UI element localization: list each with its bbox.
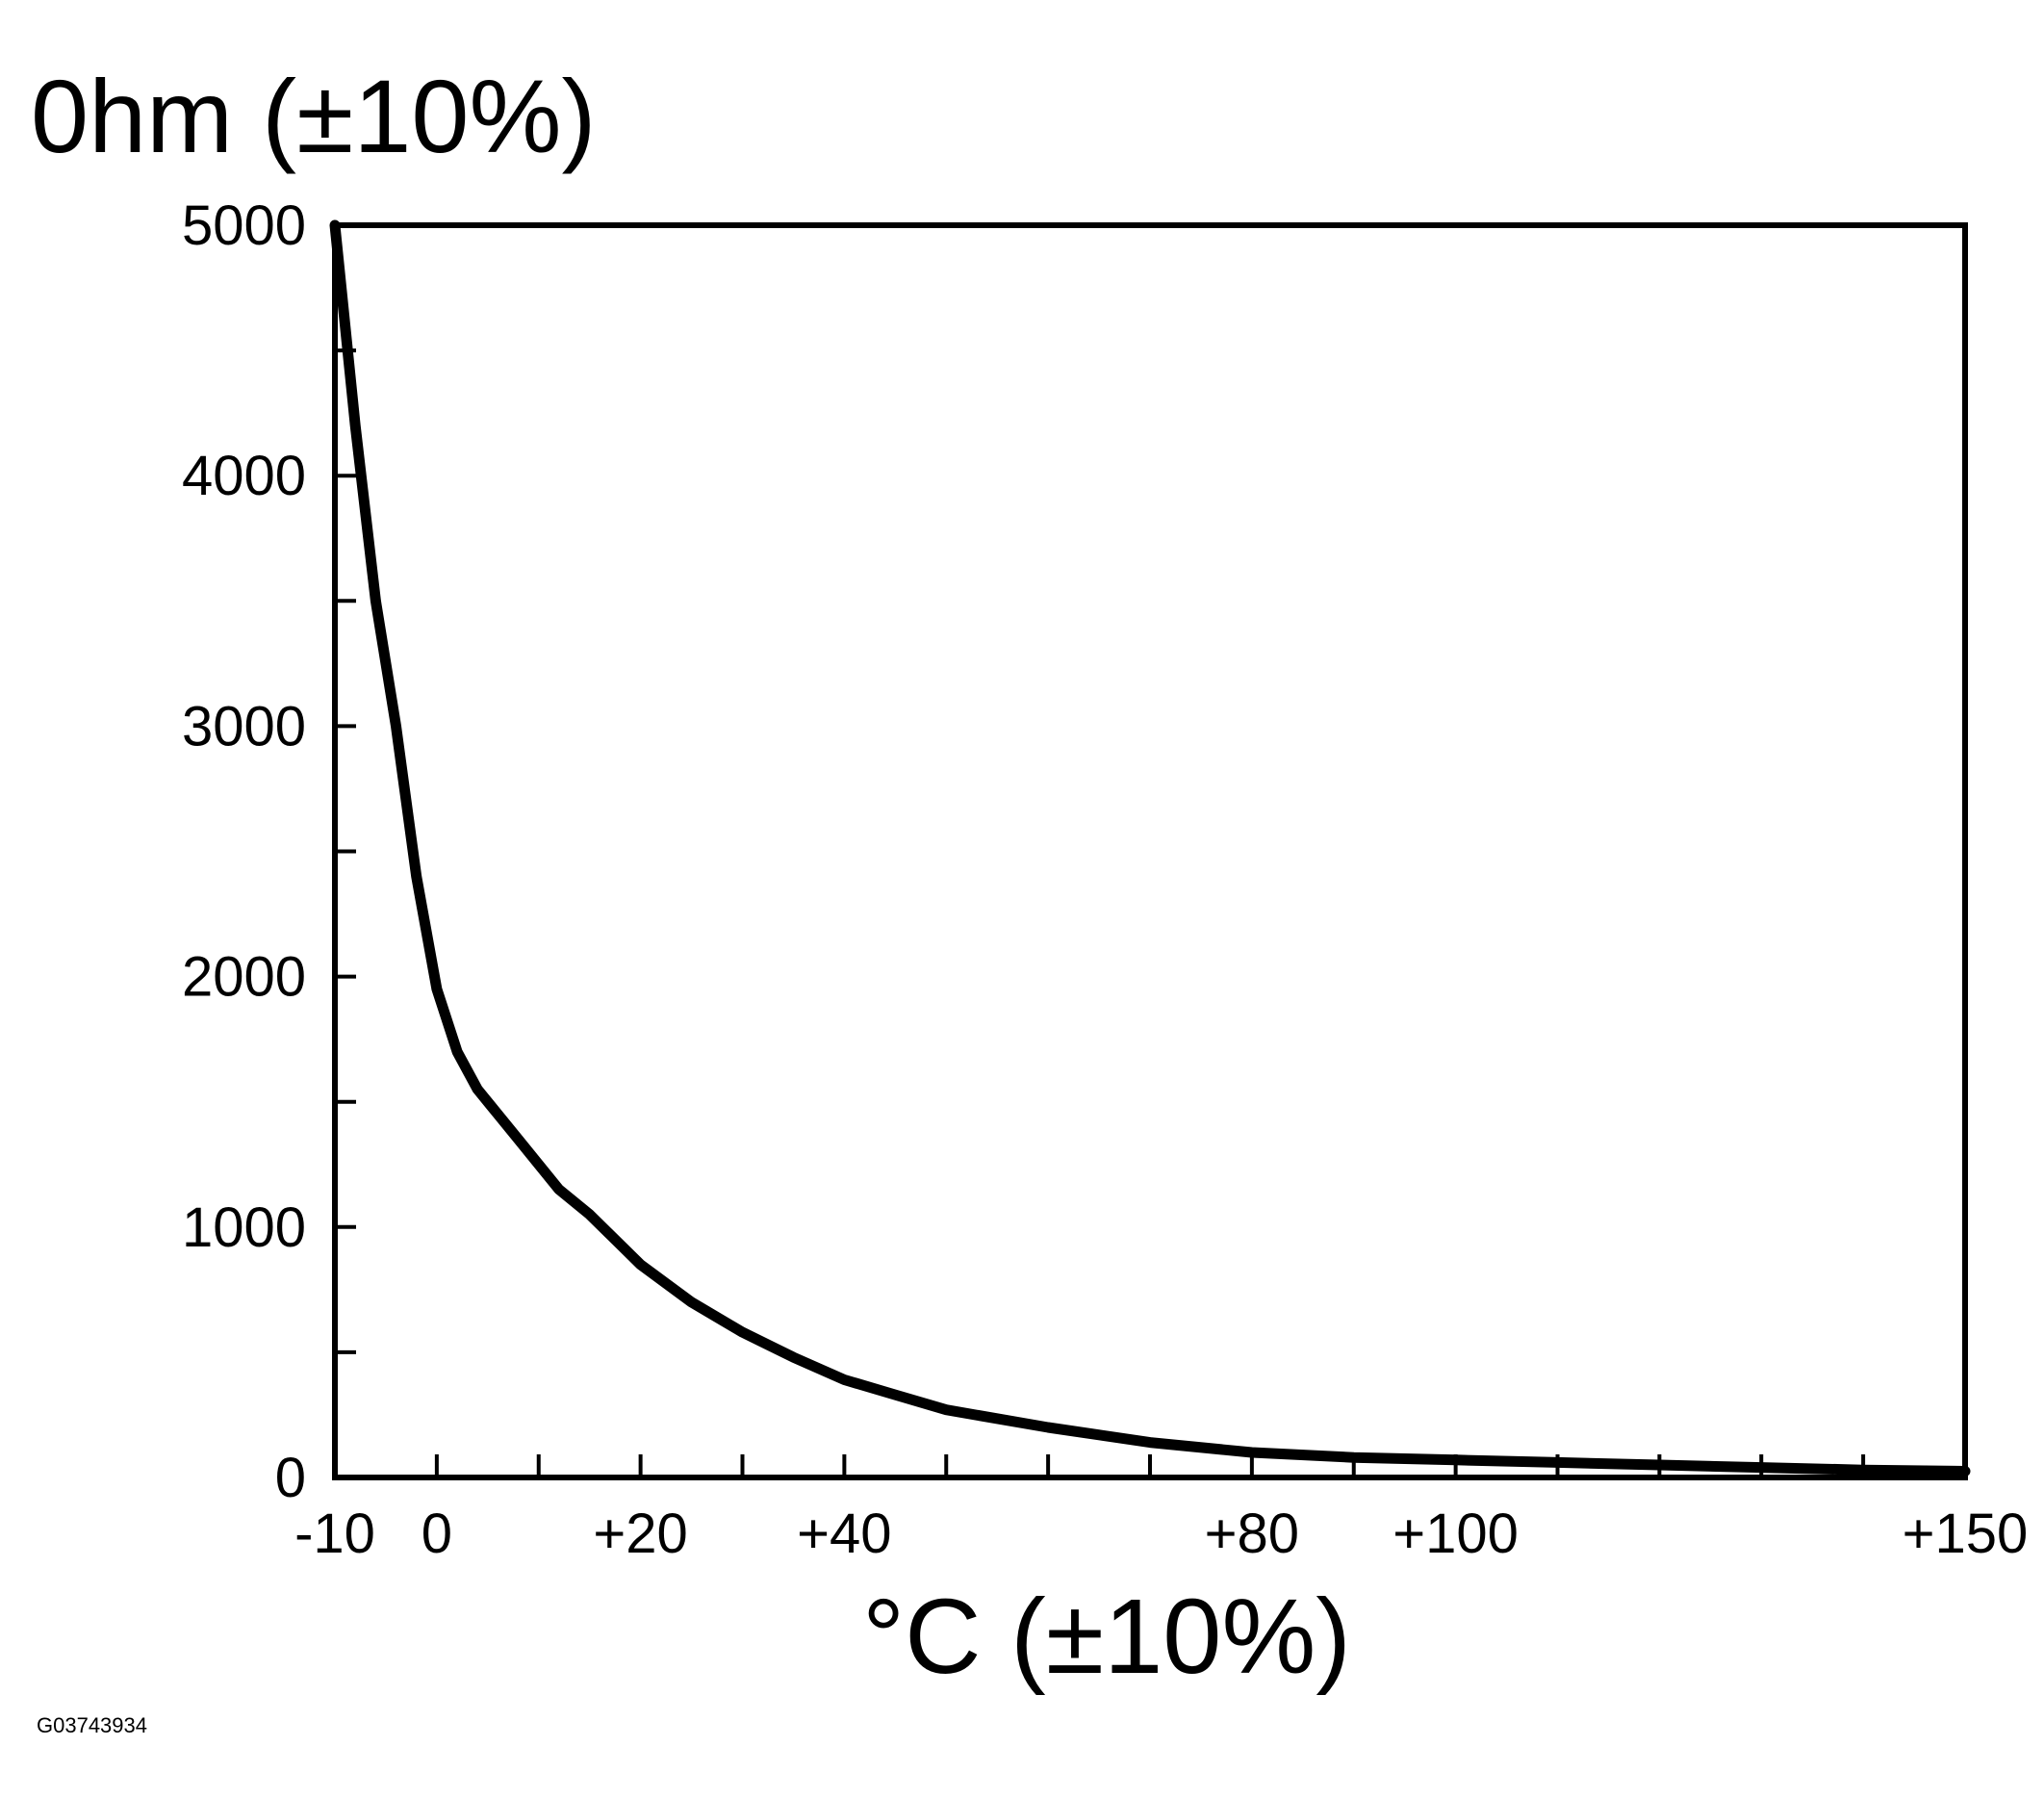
axis-ticks <box>333 223 1967 1479</box>
x-tick-label: +20 <box>593 1503 687 1565</box>
y-tick-label: 3000 <box>182 695 306 758</box>
x-tick-label: +80 <box>1205 1503 1299 1565</box>
plot-area <box>332 222 1968 1480</box>
x-tick-label: +40 <box>797 1503 891 1565</box>
tick-labels: -10 0 +20 +40 +80 +100 +1500100020003000400050… <box>182 194 2028 1565</box>
y-tick-label: 2000 <box>182 946 306 1009</box>
plot-frame <box>332 222 1968 1480</box>
figure-id: G03743934 <box>37 1713 147 1737</box>
y-tick-label: 1000 <box>182 1196 306 1259</box>
series-line <box>329 219 1971 1477</box>
x-axis-title: °C (±10%) <box>862 1578 1351 1696</box>
series-layer <box>329 219 1971 1477</box>
x-tick-label: -10 <box>294 1503 375 1565</box>
x-tick-label: +150 <box>1903 1503 2029 1565</box>
y-axis-title: 0hm (±10%) <box>31 58 596 174</box>
x-tick-label: 0 <box>422 1503 452 1565</box>
y-tick-label: 0 <box>275 1447 306 1509</box>
y-tick-label: 4000 <box>182 445 306 507</box>
y-tick-label: 5000 <box>182 194 306 257</box>
x-tick-label: +100 <box>1392 1503 1519 1565</box>
